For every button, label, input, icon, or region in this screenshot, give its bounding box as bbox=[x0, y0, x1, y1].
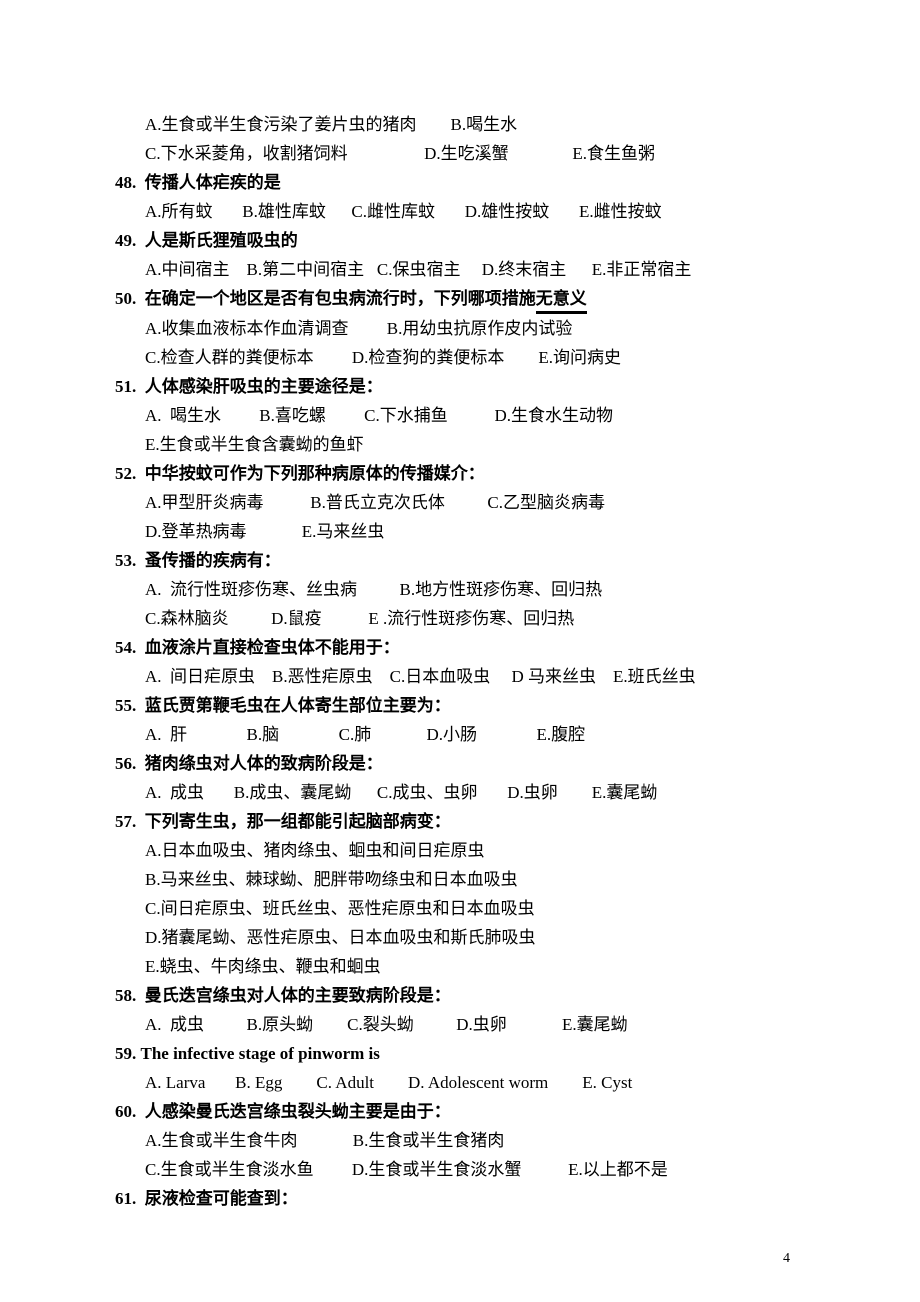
question-line: 61. 尿液检查可能查到： bbox=[115, 1184, 805, 1213]
option-line: C.间日疟原虫、班氏丝虫、恶性疟原虫和日本血吸虫 bbox=[115, 894, 805, 923]
option-line: C.森林脑炎 D.鼠疫 E .流行性斑疹伤寒、回归热 bbox=[115, 604, 805, 633]
option-line: A. 成虫 B.原头蚴 C.裂头蚴 D.虫卵 E.囊尾蚴 bbox=[115, 1010, 805, 1039]
page-content: A.生食或半生食污染了姜片虫的猪肉 B.喝生水C.下水采菱角，收割猪饲料 D.生… bbox=[115, 110, 805, 1213]
question-line: 55. 蓝氏贾第鞭毛虫在人体寄生部位主要为： bbox=[115, 691, 805, 720]
option-line: A. 喝生水 B.喜吃螺 C.下水捕鱼 D.生食水生动物 bbox=[115, 401, 805, 430]
option-line: B.马来丝虫、棘球蚴、肥胖带吻绦虫和日本血吸虫 bbox=[115, 865, 805, 894]
question-line: 59. The infective stage of pinworm is bbox=[115, 1039, 805, 1068]
option-line: A.生食或半生食牛肉 B.生食或半生食猪肉 bbox=[115, 1126, 805, 1155]
document-page: A.生食或半生食污染了姜片虫的猪肉 B.喝生水C.下水采菱角，收割猪饲料 D.生… bbox=[0, 0, 920, 1302]
question-line: 52. 中华按蚊可作为下列那种病原体的传播媒介： bbox=[115, 459, 805, 488]
question-line: 58. 曼氏迭宫绦虫对人体的主要致病阶段是： bbox=[115, 981, 805, 1010]
question-line: 48. 传播人体疟疾的是 bbox=[115, 168, 805, 197]
option-line: C.下水采菱角，收割猪饲料 D.生吃溪蟹 E.食生鱼粥 bbox=[115, 139, 805, 168]
option-line: C.检查人群的粪便标本 D.检查狗的粪便标本 E.询问病史 bbox=[115, 343, 805, 372]
option-line: D.登革热病毒 E.马来丝虫 bbox=[115, 517, 805, 546]
option-line: A. 流行性斑疹伤寒、丝虫病 B.地方性斑疹伤寒、回归热 bbox=[115, 575, 805, 604]
question-line: 50. 在确定一个地区是否有包虫病流行时，下列哪项措施无意义 bbox=[115, 284, 805, 314]
question-line: 49. 人是斯氏狸殖吸虫的 bbox=[115, 226, 805, 255]
question-line: 53. 蚤传播的疾病有： bbox=[115, 546, 805, 575]
page-number: 4 bbox=[783, 1251, 790, 1267]
question-line: 57. 下列寄生虫，那一组都能引起脑部病变： bbox=[115, 807, 805, 836]
question-line: 54. 血液涂片直接检查虫体不能用于： bbox=[115, 633, 805, 662]
option-line: A. 肝 B.脑 C.肺 D.小肠 E.腹腔 bbox=[115, 720, 805, 749]
question-line: 60. 人感染曼氏迭宫绦虫裂头蚴主要是由于： bbox=[115, 1097, 805, 1126]
option-line: A. 间日疟原虫 B.恶性疟原虫 C.日本血吸虫 D 马来丝虫 E.班氏丝虫 bbox=[115, 662, 805, 691]
option-line: E.生食或半生食含囊蚴的鱼虾 bbox=[115, 430, 805, 459]
option-line: E.蛲虫、牛肉绦虫、鞭虫和蛔虫 bbox=[115, 952, 805, 981]
option-line: A.日本血吸虫、猪肉绦虫、蛔虫和间日疟原虫 bbox=[115, 836, 805, 865]
option-line: A.甲型肝炎病毒 B.普氏立克次氏体 C.乙型脑炎病毒 bbox=[115, 488, 805, 517]
option-line: A.生食或半生食污染了姜片虫的猪肉 B.喝生水 bbox=[115, 110, 805, 139]
option-line: A.所有蚊 B.雄性库蚊 C.雌性库蚊 D.雄性按蚊 E.雌性按蚊 bbox=[115, 197, 805, 226]
option-line: C.生食或半生食淡水鱼 D.生食或半生食淡水蟹 E.以上都不是 bbox=[115, 1155, 805, 1184]
option-line: A.收集血液标本作血清调查 B.用幼虫抗原作皮内试验 bbox=[115, 314, 805, 343]
option-line: A. Larva B. Egg C. Adult D. Adolescent w… bbox=[115, 1068, 805, 1097]
question-line: 56. 猪肉绦虫对人体的致病阶段是： bbox=[115, 749, 805, 778]
question-text: 50. 在确定一个地区是否有包虫病流行时，下列哪项措施 bbox=[115, 289, 536, 308]
option-line: A. 成虫 B.成虫、囊尾蚴 C.成虫、虫卵 D.虫卵 E.囊尾蚴 bbox=[115, 778, 805, 807]
question-line: 51. 人体感染肝吸虫的主要途径是： bbox=[115, 372, 805, 401]
option-line: D.猪囊尾蚴、恶性疟原虫、日本血吸虫和斯氏肺吸虫 bbox=[115, 923, 805, 952]
emphasized-text: 无意义 bbox=[536, 290, 587, 314]
option-line: A.中间宿主 B.第二中间宿主 C.保虫宿主 D.终末宿主 E.非正常宿主 bbox=[115, 255, 805, 284]
